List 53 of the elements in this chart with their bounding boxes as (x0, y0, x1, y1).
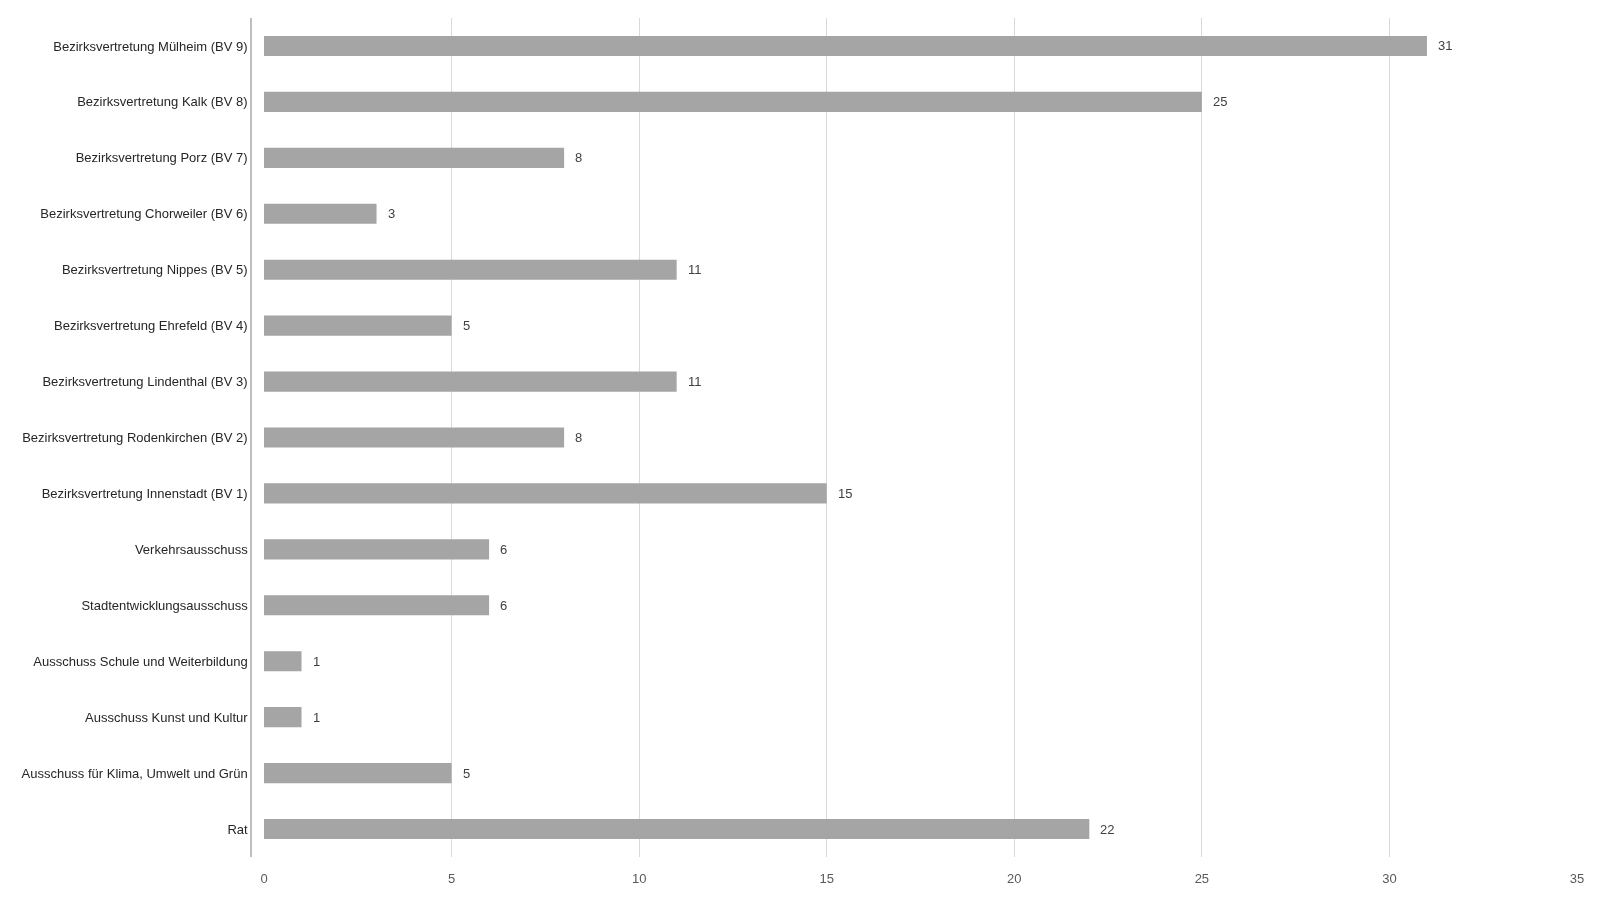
bar (264, 203, 377, 224)
y-tick-label: Bezirksvertretung Nippes (BV 5) (61, 262, 248, 278)
y-tick-label: Ausschuss für Klima, Umwelt und Grün (21, 765, 248, 781)
data-label: 11 (688, 262, 702, 277)
y-tick-label: Bezirksvertretung Innenstadt (BV 1) (41, 485, 248, 501)
data-label: 5 (463, 766, 471, 781)
data-label: 6 (500, 542, 508, 557)
bar (264, 315, 452, 336)
bar (264, 35, 1427, 57)
data-label: 22 (1100, 822, 1115, 837)
x-tick-label: 35 (1569, 871, 1585, 886)
x-tick-label: 5 (447, 871, 456, 886)
x-tick-label: 30 (1382, 871, 1397, 886)
data-label: 8 (575, 150, 583, 165)
bar (264, 147, 565, 168)
bar (264, 707, 302, 728)
bar (264, 91, 1202, 112)
bar (264, 595, 490, 616)
y-tick-label: Bezirksvertretung Porz (BV 7) (75, 150, 248, 166)
x-tick-label: 0 (260, 871, 268, 886)
data-label: 5 (463, 318, 471, 333)
x-tick-label: 25 (1194, 871, 1210, 886)
data-label: 1 (313, 654, 321, 669)
x-tick-label: 10 (631, 871, 647, 886)
y-tick-label: Verkehrsausschuss (134, 541, 249, 557)
y-tick-label: Ausschuss Schule und Weiterbildung (33, 653, 248, 669)
bar (264, 651, 302, 672)
y-tick-label: Bezirksvertretung Lindenthal (BV 3) (42, 374, 248, 390)
data-label: 1 (313, 710, 321, 725)
y-tick-label: Bezirksvertretung Mülheim (BV 9) (53, 38, 248, 54)
y-tick-label: Ausschuss Kunst und Kultur (85, 709, 249, 725)
y-tick-label: Bezirksvertretung Rodenkirchen (BV 2) (22, 430, 248, 446)
data-label: 25 (1213, 94, 1228, 109)
bar (264, 818, 1090, 840)
data-label: 31 (1438, 38, 1453, 53)
bar (264, 427, 565, 448)
data-label: 6 (500, 598, 508, 613)
bar (264, 763, 452, 784)
data-label: 3 (388, 206, 396, 221)
y-tick-label: Rat (227, 821, 249, 837)
bar (264, 539, 490, 560)
data-label: 8 (575, 430, 583, 445)
x-tick-label: 20 (1007, 871, 1022, 886)
y-tick-label: Bezirksvertretung Chorweiler (BV 6) (40, 206, 248, 222)
data-label: 11 (688, 374, 702, 389)
y-tick-label: Stadtentwicklungsausschuss (81, 597, 249, 613)
y-tick-label: Bezirksvertretung Ehrefeld (BV 4) (54, 318, 248, 334)
x-tick-label: 15 (819, 871, 834, 886)
bar (264, 483, 827, 504)
bar (264, 259, 677, 280)
y-tick-label: Bezirksvertretung Kalk (BV 8) (77, 94, 248, 110)
data-label: 15 (838, 486, 853, 501)
bar (264, 371, 677, 392)
